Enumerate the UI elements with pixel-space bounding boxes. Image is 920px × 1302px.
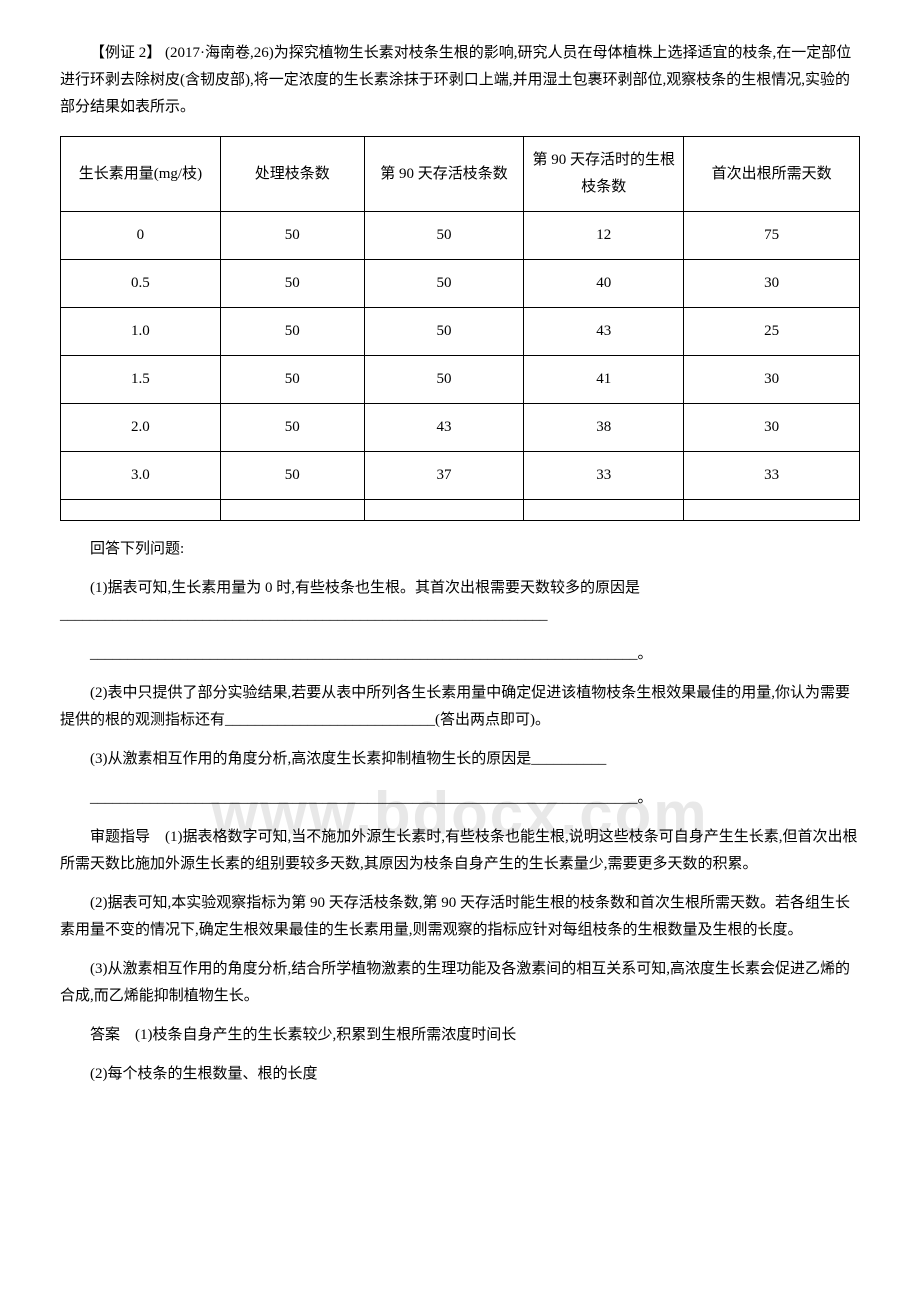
table-cell <box>364 500 524 521</box>
table-cell <box>61 500 221 521</box>
table-row: 2.0 50 43 38 30 <box>61 404 860 452</box>
table-cell: 41 <box>524 356 684 404</box>
example-intro: 【例证 2】 (2017·海南卷,26)为探究植物生长素对枝条生根的影响,研究人… <box>60 40 860 121</box>
table-cell: 50 <box>220 356 364 404</box>
table-cell: 0 <box>61 212 221 260</box>
table-header-cell: 首次出根所需天数 <box>684 137 860 212</box>
table-row: 1.5 50 50 41 30 <box>61 356 860 404</box>
table-cell: 38 <box>524 404 684 452</box>
table-cell: 2.0 <box>61 404 221 452</box>
table-cell: 1.0 <box>61 308 221 356</box>
table-cell: 0.5 <box>61 260 221 308</box>
table-cell <box>684 500 860 521</box>
answer-1: 答案 (1)枝条自身产生的生长素较少,积累到生根所需浓度时间长 <box>60 1022 860 1049</box>
table-row: 0 50 50 12 75 <box>61 212 860 260</box>
table-cell: 3.0 <box>61 452 221 500</box>
table-header-row: 生长素用量(mg/枝) 处理枝条数 第 90 天存活枝条数 第 90 天存活时的… <box>61 137 860 212</box>
table-cell: 12 <box>524 212 684 260</box>
table-row-empty <box>61 500 860 521</box>
table-cell: 1.5 <box>61 356 221 404</box>
table-cell: 33 <box>684 452 860 500</box>
question-2: (2)表中只提供了部分实验结果,若要从表中所列各生长素用量中确定促进该植物枝条生… <box>60 680 860 734</box>
table-cell: 50 <box>220 452 364 500</box>
guidance-1-text: (1)据表格数字可知,当不施加外源生长素时,有些枝条也能生根,说明这些枝条可自身… <box>60 829 858 872</box>
table-cell <box>524 500 684 521</box>
guidance-3: (3)从激素相互作用的角度分析,结合所学植物激素的生理功能及各激素间的相互关系可… <box>60 956 860 1010</box>
table-cell: 43 <box>364 404 524 452</box>
table-row: 3.0 50 37 33 33 <box>61 452 860 500</box>
table-cell: 30 <box>684 404 860 452</box>
example-text: (2017·海南卷,26)为探究植物生长素对枝条生根的影响,研究人员在母体植株上… <box>60 45 851 115</box>
table-cell: 40 <box>524 260 684 308</box>
question-prompt: 回答下列问题: <box>60 536 860 563</box>
table-cell: 75 <box>684 212 860 260</box>
data-table: 生长素用量(mg/枝) 处理枝条数 第 90 天存活枝条数 第 90 天存活时的… <box>60 136 860 521</box>
answer-2: (2)每个枝条的生根数量、根的长度 <box>60 1061 860 1088</box>
table-header-cell: 第 90 天存活时的生根枝条数 <box>524 137 684 212</box>
table-header-cell: 生长素用量(mg/枝) <box>61 137 221 212</box>
answer-1-text: (1)枝条自身产生的生长素较少,积累到生根所需浓度时间长 <box>135 1027 516 1043</box>
question-1-part1: (1)据表可知,生长素用量为 0 时,有些枝条也生根。其首次出根需要天数较多的原… <box>30 575 860 629</box>
table-cell: 50 <box>364 308 524 356</box>
table-cell: 33 <box>524 452 684 500</box>
table-cell: 30 <box>684 260 860 308</box>
table-cell: 25 <box>684 308 860 356</box>
table-header-cell: 第 90 天存活枝条数 <box>364 137 524 212</box>
table-cell: 50 <box>364 260 524 308</box>
example-label: 【例证 2】 <box>90 45 161 61</box>
table-cell: 50 <box>220 212 364 260</box>
table-cell: 50 <box>364 356 524 404</box>
table-cell: 50 <box>220 404 364 452</box>
guidance-2: (2)据表可知,本实验观察指标为第 90 天存活枝条数,第 90 天存活时能生根… <box>60 890 860 944</box>
table-cell: 37 <box>364 452 524 500</box>
question-3-part1: (3)从激素相互作用的角度分析,高浓度生长素抑制植物生长的原因是________… <box>60 746 860 773</box>
table-cell: 30 <box>684 356 860 404</box>
table-cell: 43 <box>524 308 684 356</box>
guidance-1: 审题指导 (1)据表格数字可知,当不施加外源生长素时,有些枝条也能生根,说明这些… <box>60 824 860 878</box>
question-3-part2: ________________________________________… <box>60 785 860 812</box>
table-cell: 50 <box>220 308 364 356</box>
question-1-part2: ________________________________________… <box>60 641 860 668</box>
table-cell: 50 <box>364 212 524 260</box>
table-cell <box>220 500 364 521</box>
table-header-cell: 处理枝条数 <box>220 137 364 212</box>
answer-label: 答案 <box>90 1027 135 1043</box>
guidance-label: 审题指导 <box>90 829 165 845</box>
table-cell: 50 <box>220 260 364 308</box>
table-row: 1.0 50 50 43 25 <box>61 308 860 356</box>
table-row: 0.5 50 50 40 30 <box>61 260 860 308</box>
